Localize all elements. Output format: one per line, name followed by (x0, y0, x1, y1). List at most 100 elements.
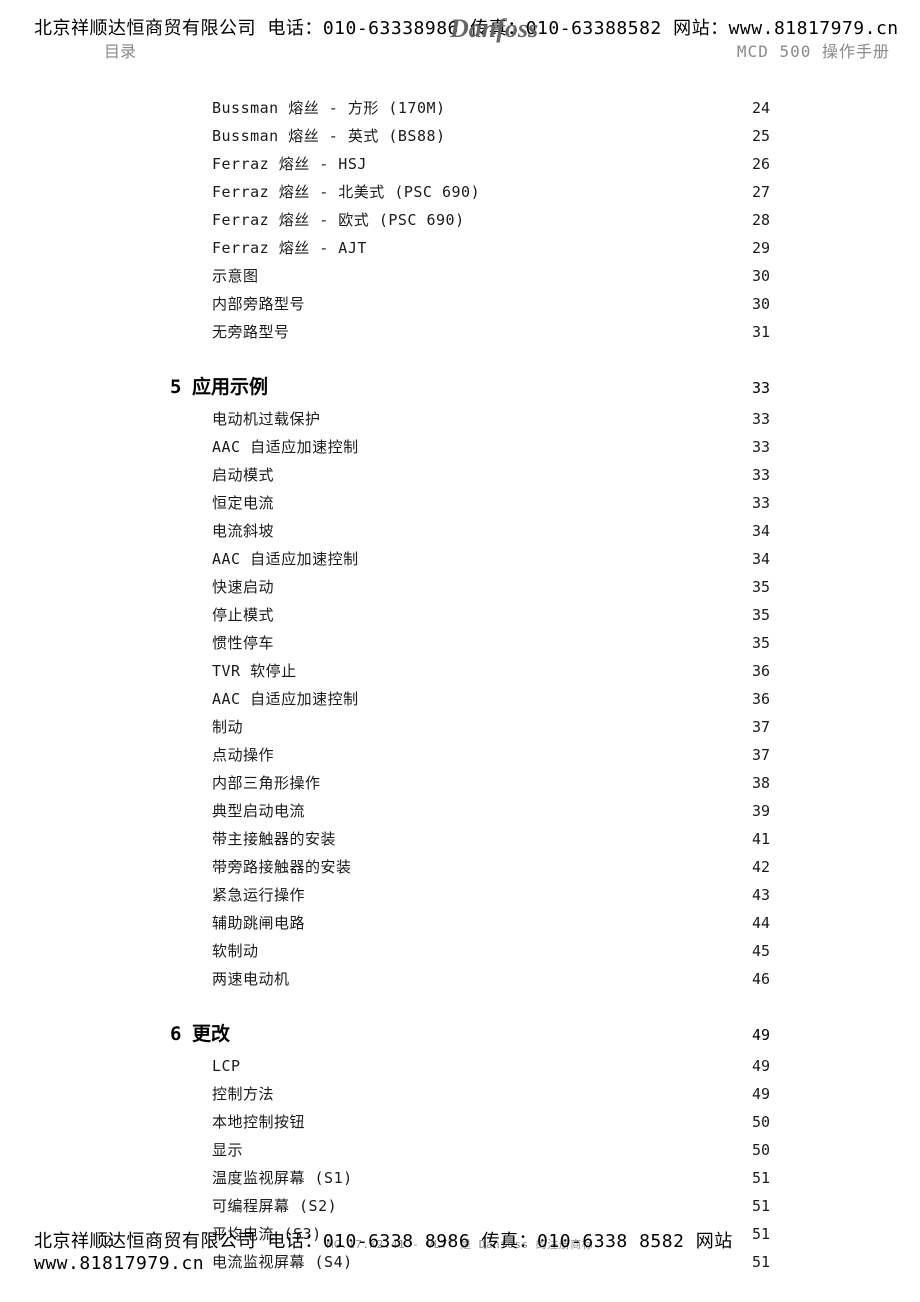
header-toc-label: 目录 (104, 38, 136, 62)
toc-entry: 两速电动机 46 (170, 965, 770, 993)
toc-entry: 制动 37 (170, 713, 770, 741)
toc-entry-page: 49 (752, 1059, 770, 1074)
toc-entry-page: 35 (752, 580, 770, 595)
toc-entry-label: TVR 软停止 (170, 664, 297, 679)
toc-entry-page: 50 (752, 1143, 770, 1158)
toc-entry-page: 33 (752, 440, 770, 455)
toc-entry: 启动模式 33 (170, 461, 770, 489)
toc-entry-label: Ferraz 熔丝 - HSJ (170, 157, 367, 172)
toc-entry-page: 37 (752, 748, 770, 763)
toc-entry: 电动机过载保护 33 (170, 405, 770, 433)
toc-entry-label: 点动操作 (170, 748, 274, 763)
toc-entry-page: 33 (752, 468, 770, 483)
toc-entry: TVR 软停止 36 (170, 657, 770, 685)
toc-entry: Ferraz 熔丝 - HSJ 26 (170, 150, 770, 178)
toc-entry-page: 33 (752, 412, 770, 427)
toc-entry: 可编程屏幕 (S2)51 (170, 1192, 770, 1220)
toc-entry: Ferraz 熔丝 - AJT29 (170, 234, 770, 262)
toc-entry-page: 31 (752, 325, 770, 340)
toc-entry: Bussman 熔丝 - 方形 (170M)24 (170, 94, 770, 122)
toc-entry-label: 控制方法 (170, 1087, 274, 1102)
toc-entry: 本地控制按钮 50 (170, 1108, 770, 1136)
toc-entry-label: 软制动 (170, 944, 259, 959)
toc-entry-page: 39 (752, 804, 770, 819)
toc-entry: 内部三角形操作 38 (170, 769, 770, 797)
table-of-contents: Bussman 熔丝 - 方形 (170M)24Bussman 熔丝 - 英式 … (170, 94, 770, 1276)
toc-entry: 点动操作 37 (170, 741, 770, 769)
toc-entry-label: 温度监视屏幕 (S1) (170, 1171, 353, 1186)
toc-entry: Bussman 熔丝 - 英式 (BS88) 25 (170, 122, 770, 150)
toc-entry-label: 带旁路接触器的安装 (170, 860, 352, 875)
toc-section-header: 6更改49 (170, 993, 770, 1052)
toc-section-number: 5 (170, 376, 192, 398)
toc-entry-label: 制动 (170, 720, 243, 735)
toc-entry-label: 可编程屏幕 (S2) (170, 1199, 337, 1214)
toc-entry: AAC 自适应加速控制 33 (170, 433, 770, 461)
toc-entry: 无旁路型号31 (170, 318, 770, 346)
toc-entry-page: 36 (752, 664, 770, 679)
toc-entry-page: 25 (752, 129, 770, 144)
toc-entry-label: 快速启动 (170, 580, 274, 595)
toc-entry-page: 42 (752, 860, 770, 875)
toc-entry-page: 30 (752, 269, 770, 284)
toc-entry: AAC 自适应加速控制34 (170, 545, 770, 573)
toc-entry-label: Bussman 熔丝 - 英式 (BS88) (170, 129, 446, 144)
toc-entry-label: 内部旁路型号 (170, 297, 305, 312)
toc-entry-page: 33 (752, 496, 770, 511)
toc-entry-page: 26 (752, 157, 770, 172)
toc-entry-label: Ferraz 熔丝 - 欧式 (PSC 690) (170, 213, 465, 228)
toc-entry-label: 带主接触器的安装 (170, 832, 336, 847)
toc-entry-label: 恒定电流 (170, 496, 274, 511)
toc-entry: 带主接触器的安装 41 (170, 825, 770, 853)
toc-entry-label: 本地控制按钮 (170, 1115, 305, 1130)
toc-entry-label: 显示 (170, 1143, 243, 1158)
toc-entry-label: 典型启动电流 (170, 804, 305, 819)
toc-section-page: 33 (752, 379, 770, 397)
toc-entry: 惯性停车 35 (170, 629, 770, 657)
toc-entry-label: 启动模式 (170, 468, 274, 483)
toc-entry-page: 35 (752, 636, 770, 651)
toc-entry-page: 34 (752, 524, 770, 539)
toc-entry: 控制方法49 (170, 1080, 770, 1108)
toc-entry-page: 34 (752, 552, 770, 567)
toc-entry: 紧急运行操作43 (170, 881, 770, 909)
toc-entry-page: 29 (752, 241, 770, 256)
toc-section-header: 5应用示例33 (170, 346, 770, 405)
toc-entry-label: 内部三角形操作 (170, 776, 321, 791)
toc-entry-label: 电动机过载保护 (170, 412, 321, 427)
footer-bottom-line: 北京祥顺达恒商贸有限公司 电话：010-6338 8986 传真：010-633… (34, 1227, 900, 1274)
toc-entry-page: 35 (752, 608, 770, 623)
toc-entry-label: 两速电动机 (170, 972, 290, 987)
toc-section-page: 49 (752, 1026, 770, 1044)
toc-entry-label: Bussman 熔丝 - 方形 (170M) (170, 101, 446, 116)
toc-entry-label: 辅助跳闸电路 (170, 916, 305, 931)
toc-entry: Ferraz 熔丝 - 欧式 (PSC 690)28 (170, 206, 770, 234)
toc-entry-page: 37 (752, 720, 770, 735)
toc-entry-page: 51 (752, 1171, 770, 1186)
toc-entry: 恒定电流 33 (170, 489, 770, 517)
toc-entry-page: 27 (752, 185, 770, 200)
toc-entry-page: 50 (752, 1115, 770, 1130)
toc-entry-label: 示意图 (170, 269, 259, 284)
toc-entry: 示意图 30 (170, 262, 770, 290)
toc-entry-label: AAC 自适应加速控制 (170, 440, 359, 455)
toc-entry-label: 惯性停车 (170, 636, 274, 651)
toc-entry-page: 46 (752, 972, 770, 987)
toc-entry-page: 38 (752, 776, 770, 791)
toc-entry: AAC 自适应加速控制 36 (170, 685, 770, 713)
toc-entry-label: 紧急运行操作 (170, 888, 305, 903)
toc-entry: 显示 50 (170, 1136, 770, 1164)
toc-entry-page: 44 (752, 916, 770, 931)
toc-entry: 内部旁路型号30 (170, 290, 770, 318)
toc-entry: Ferraz 熔丝 - 北美式 (PSC 690)27 (170, 178, 770, 206)
toc-entry-label: AAC 自适应加速控制 (170, 692, 359, 707)
toc-entry-label: 电流斜坡 (170, 524, 274, 539)
toc-section-number: 6 (170, 1023, 192, 1045)
toc-entry: 电流斜坡 34 (170, 517, 770, 545)
toc-entry-page: 41 (752, 832, 770, 847)
header-doc-title: MCD 500 操作手册 (737, 38, 890, 62)
toc-entry: 快速启动 35 (170, 573, 770, 601)
toc-entry-page: 36 (752, 692, 770, 707)
toc-entry: 停止模式35 (170, 601, 770, 629)
toc-entry-label: LCP (170, 1059, 241, 1074)
